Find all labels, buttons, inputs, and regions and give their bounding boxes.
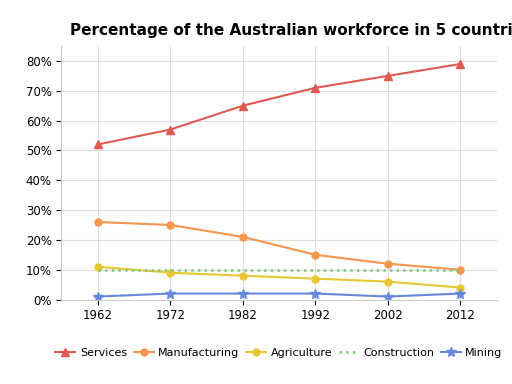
Construction [240, 267, 246, 272]
Manufacturing [312, 253, 318, 257]
Services [240, 103, 246, 108]
Construction [167, 267, 173, 272]
Manufacturing [167, 223, 173, 227]
Services [457, 62, 463, 66]
Construction [312, 267, 318, 272]
Legend: Services, Manufacturing, Agriculture, Construction, Mining: Services, Manufacturing, Agriculture, Co… [51, 343, 507, 362]
Agriculture [457, 285, 463, 290]
Construction [385, 267, 391, 272]
Mining [457, 291, 463, 296]
Mining [385, 294, 391, 299]
Line: Services: Services [94, 60, 464, 149]
Services [95, 142, 101, 147]
Construction [457, 267, 463, 272]
Mining [240, 291, 246, 296]
Line: Mining: Mining [93, 289, 465, 301]
Services [312, 86, 318, 90]
Agriculture [312, 276, 318, 281]
Line: Agriculture: Agriculture [94, 263, 464, 291]
Mining [167, 291, 173, 296]
Manufacturing [457, 267, 463, 272]
Services [385, 74, 391, 78]
Manufacturing [385, 262, 391, 266]
Manufacturing [95, 220, 101, 224]
Agriculture [240, 273, 246, 278]
Services [167, 127, 173, 132]
Agriculture [95, 265, 101, 269]
Agriculture [167, 270, 173, 275]
Construction [95, 267, 101, 272]
Mining [312, 291, 318, 296]
Agriculture [385, 279, 391, 284]
Line: Manufacturing: Manufacturing [94, 218, 464, 273]
Text: Percentage of the Australian workforce in 5 countries, 1962 - 2012: Percentage of the Australian workforce i… [70, 23, 512, 38]
Manufacturing [240, 235, 246, 239]
Mining [95, 294, 101, 299]
